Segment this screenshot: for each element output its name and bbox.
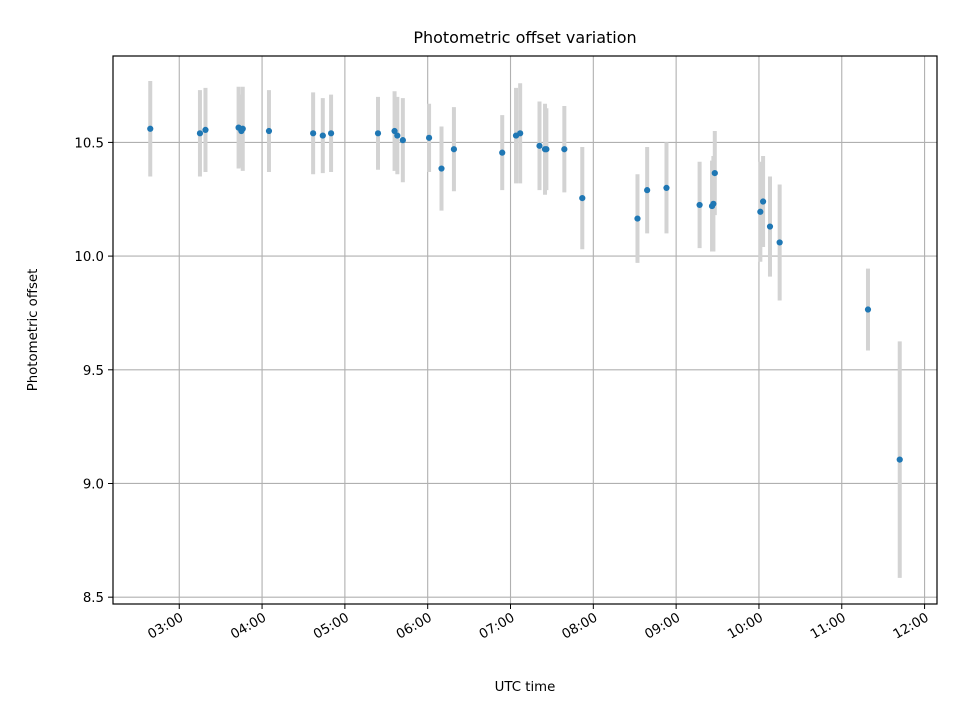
data-point [634, 215, 641, 222]
y-tick-label: 10.5 [74, 136, 104, 151]
y-tick-label: 9.0 [83, 477, 104, 492]
data-point [196, 130, 204, 137]
chart-title: Photometric offset variation [413, 28, 636, 47]
data-point [327, 130, 335, 137]
data-point [711, 170, 718, 177]
data-point [202, 126, 209, 134]
data-point [561, 146, 568, 153]
data-point [644, 187, 651, 194]
data-point [438, 165, 445, 172]
data-point [265, 127, 273, 135]
y-tick-label: 10.0 [74, 250, 104, 265]
data-point [374, 130, 382, 137]
data-point [394, 132, 401, 139]
data-point [766, 223, 774, 230]
data-point [757, 208, 764, 215]
data-point [543, 146, 550, 153]
data-point [579, 195, 586, 202]
x-axis-label: UTC time [495, 680, 556, 695]
y-axis-label: Photometric offset [26, 269, 41, 392]
data-point [147, 125, 154, 132]
data-point [776, 239, 783, 246]
data-point [239, 125, 246, 132]
data-point [399, 137, 406, 144]
data-point [450, 146, 458, 153]
data-point [517, 130, 524, 137]
data-points [147, 124, 903, 463]
data-point [759, 198, 767, 205]
data-point [696, 201, 703, 209]
data-point [663, 184, 670, 191]
data-point [864, 306, 872, 313]
data-point [896, 456, 903, 463]
data-point [310, 130, 317, 137]
y-tick-label: 8.5 [83, 591, 104, 606]
grid-lines [113, 56, 937, 604]
data-point [710, 200, 717, 207]
data-point [425, 134, 433, 141]
data-point [499, 149, 506, 156]
y-tick-label: 9.5 [83, 364, 104, 379]
data-point [319, 132, 326, 139]
data-point [536, 142, 543, 149]
data-point [391, 127, 398, 135]
y-axis-ticks: 8.5 9.0 9.5 10.0 10.5 [74, 136, 113, 606]
plot-frame [112, 55, 938, 605]
